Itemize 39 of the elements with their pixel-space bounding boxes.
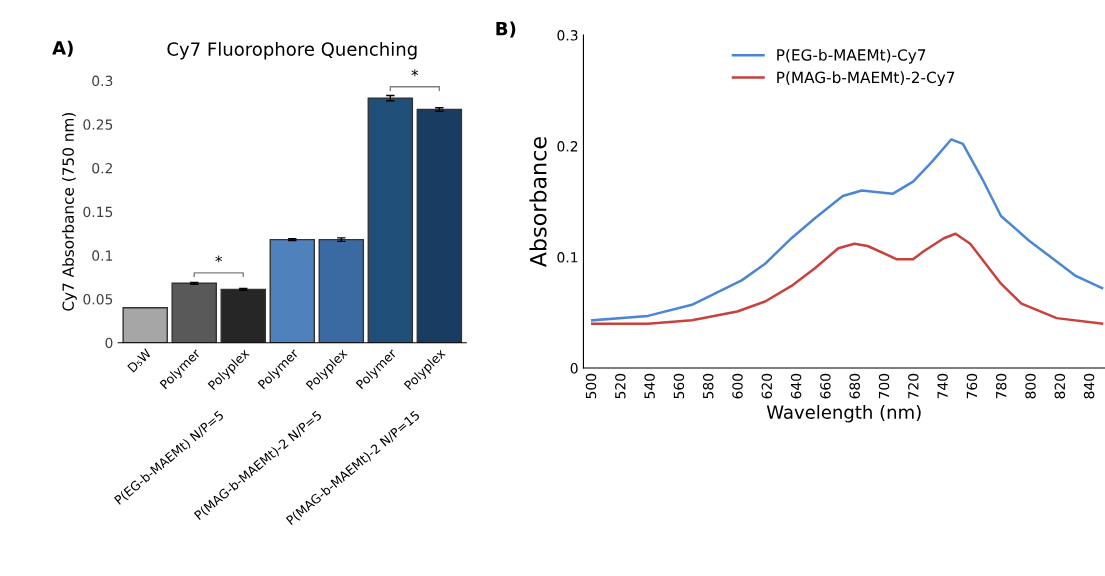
y-tick-label: 0.05 <box>83 294 113 305</box>
x-tick-label: 520 <box>615 373 626 399</box>
legend-label: P(EG-b-MAEMt)-Cy7 <box>777 48 926 64</box>
x-tick-label: 820 <box>1054 373 1066 399</box>
y-tick-label: 0.25 <box>83 119 113 130</box>
chart-title: Cy7 Fluorophore Quenching <box>167 41 417 60</box>
y-tick-label: 0.2 <box>92 162 112 174</box>
x-tick-label: 700 <box>878 373 890 399</box>
x-tick-label: 840 <box>1083 373 1095 399</box>
legend-label: P(MAG-b-MAEMt)-2-Cy7 <box>777 71 955 87</box>
y-axis-title: Cy7 Absorbance (750 nm) <box>62 113 77 311</box>
text: A) <box>52 40 73 57</box>
y-tick-label: 0.1 <box>92 250 113 261</box>
text: * <box>411 69 419 77</box>
y-tick-label: 0.1 <box>557 252 578 263</box>
y-tick-label: 0.3 <box>557 30 578 41</box>
x-tick-label: 600 <box>732 373 743 399</box>
y-axis-title: Absorbance <box>529 137 547 268</box>
y-tick-label: 0 <box>105 337 113 349</box>
x-tick-label: 780 <box>995 373 1007 399</box>
x-tick-label: 660 <box>820 373 831 399</box>
x-tick-label: 800 <box>1025 373 1036 399</box>
x-tick-label: 620 <box>761 373 773 399</box>
x-tick-label: 580 <box>702 373 714 399</box>
x-axis-title: Wavelength (nm) <box>766 404 921 423</box>
y-tick-label: 0.2 <box>557 141 578 152</box>
x-tick-label: 720 <box>908 373 919 399</box>
y-tick-label: 0.3 <box>92 75 113 87</box>
text: B) <box>496 21 516 38</box>
x-tick-label: 640 <box>790 373 802 399</box>
x-tick-label: 560 <box>673 373 685 399</box>
x-tick-label: 740 <box>937 373 948 399</box>
x-tick-label: 680 <box>849 373 860 399</box>
x-tick-label: 500 <box>585 373 597 399</box>
y-tick-label: 0.15 <box>83 206 113 218</box>
annotation: * <box>215 255 223 263</box>
y-tick-label: 0 <box>570 363 578 374</box>
x-tick-label: 540 <box>644 373 655 399</box>
x-tick-label: 760 <box>966 373 978 399</box>
